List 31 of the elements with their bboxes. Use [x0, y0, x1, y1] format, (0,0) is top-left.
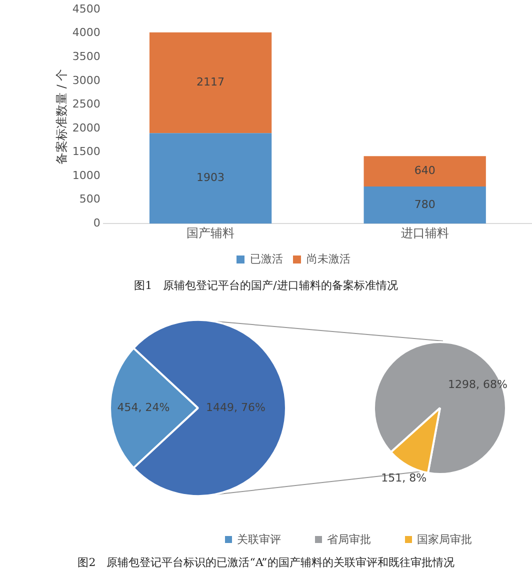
bar: [149, 32, 272, 134]
y-axis-title: 备案标准数量 / 个: [54, 68, 68, 164]
data-label: 780: [414, 198, 436, 211]
y-tick-label: 3000: [72, 74, 100, 87]
y-tick-label: 3500: [72, 50, 100, 64]
legend-label: 已激活: [250, 252, 283, 266]
legend-label: 尚未激活: [306, 252, 350, 266]
y-tick-label: 500: [79, 192, 100, 206]
y-tick-label: 2000: [72, 121, 100, 134]
y-tick-label: 4000: [72, 26, 100, 40]
data-label: 2117: [196, 76, 225, 89]
y-tick-label: 1500: [72, 145, 100, 158]
bar: [364, 186, 486, 224]
x-tick-label: 国产辅料: [186, 226, 235, 240]
text: 图2 原辅包登记平台标识的已激活“A”的国产辅料的关联审评和既往审批情况: [76, 555, 456, 570]
data-label: 640: [414, 164, 436, 178]
bar: [364, 156, 486, 187]
data-label: 454, 24%: [117, 400, 170, 414]
data-label: 151, 8%: [381, 471, 427, 484]
legend-label: 省局审批: [326, 532, 371, 547]
y-tick-label: 2500: [72, 98, 100, 111]
y-tick-label: 1000: [72, 168, 100, 182]
legend-label: 国家局审批: [416, 532, 472, 547]
y-tick-label: 0: [93, 216, 100, 230]
y-tick-label: 4500: [72, 2, 100, 16]
data-label: 1449, 76%: [206, 400, 266, 414]
legend-label: 关联审评: [236, 532, 281, 547]
text: 图1 原辅包登记平台的国产/进口辅料的备案标准情况: [133, 278, 399, 293]
data-label: 1903: [196, 171, 225, 184]
x-tick-label: 进口辅料: [400, 226, 449, 240]
bar: [149, 133, 272, 224]
